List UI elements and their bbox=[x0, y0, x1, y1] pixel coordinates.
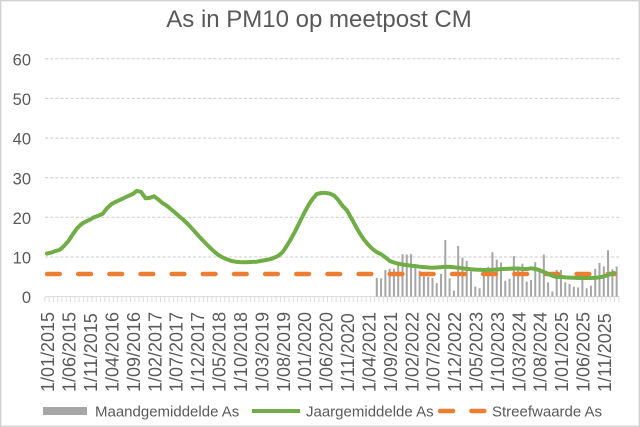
svg-text:1/06/2025: 1/06/2025 bbox=[574, 312, 594, 392]
svg-text:1/01/2025: 1/01/2025 bbox=[552, 312, 572, 392]
svg-text:As in PM10 op meetpost CM: As in PM10 op meetpost CM bbox=[166, 6, 471, 33]
svg-text:1/10/2023: 1/10/2023 bbox=[488, 312, 508, 392]
svg-text:1/07/2017: 1/07/2017 bbox=[167, 312, 187, 392]
svg-text:1/11/2025: 1/11/2025 bbox=[595, 313, 615, 392]
svg-text:Maandgemiddelde As: Maandgemiddelde As bbox=[95, 404, 239, 421]
svg-text:Jaargemiddelde As: Jaargemiddelde As bbox=[306, 404, 434, 421]
svg-text:1/11/2015: 1/11/2015 bbox=[81, 313, 101, 392]
svg-text:1/05/2023: 1/05/2023 bbox=[467, 312, 487, 392]
svg-text:1/01/2015: 1/01/2015 bbox=[38, 312, 58, 392]
svg-text:20: 20 bbox=[13, 210, 31, 228]
svg-text:1/12/2022: 1/12/2022 bbox=[445, 312, 465, 392]
svg-text:1/08/2019: 1/08/2019 bbox=[274, 312, 294, 392]
svg-text:1/07/2022: 1/07/2022 bbox=[424, 312, 444, 392]
svg-text:Streefwaarde As: Streefwaarde As bbox=[492, 404, 602, 421]
svg-text:40: 40 bbox=[13, 131, 31, 149]
svg-text:1/02/2017: 1/02/2017 bbox=[145, 312, 165, 392]
svg-text:1/03/2024: 1/03/2024 bbox=[509, 312, 529, 392]
svg-text:1/05/2018: 1/05/2018 bbox=[210, 312, 230, 392]
svg-text:10: 10 bbox=[13, 250, 31, 268]
svg-text:1/08/2024: 1/08/2024 bbox=[531, 312, 551, 392]
svg-text:1/01/2020: 1/01/2020 bbox=[295, 312, 315, 392]
svg-text:0: 0 bbox=[22, 289, 31, 307]
svg-text:1/09/2016: 1/09/2016 bbox=[124, 312, 144, 392]
svg-text:1/06/2020: 1/06/2020 bbox=[317, 312, 337, 392]
svg-text:1/10/2018: 1/10/2018 bbox=[231, 312, 251, 392]
svg-text:1/03/2019: 1/03/2019 bbox=[252, 312, 272, 392]
svg-text:1/02/2022: 1/02/2022 bbox=[402, 312, 422, 392]
svg-text:1/09/2021: 1/09/2021 bbox=[381, 312, 401, 392]
svg-text:1/11/2020: 1/11/2020 bbox=[338, 313, 358, 392]
svg-text:1/12/2017: 1/12/2017 bbox=[188, 312, 208, 392]
svg-text:1/04/2021: 1/04/2021 bbox=[359, 312, 379, 392]
svg-text:50: 50 bbox=[13, 91, 31, 109]
svg-text:30: 30 bbox=[13, 170, 31, 188]
svg-text:1/04/2016: 1/04/2016 bbox=[102, 312, 122, 392]
svg-text:60: 60 bbox=[13, 51, 31, 69]
svg-text:1/06/2015: 1/06/2015 bbox=[60, 312, 80, 392]
